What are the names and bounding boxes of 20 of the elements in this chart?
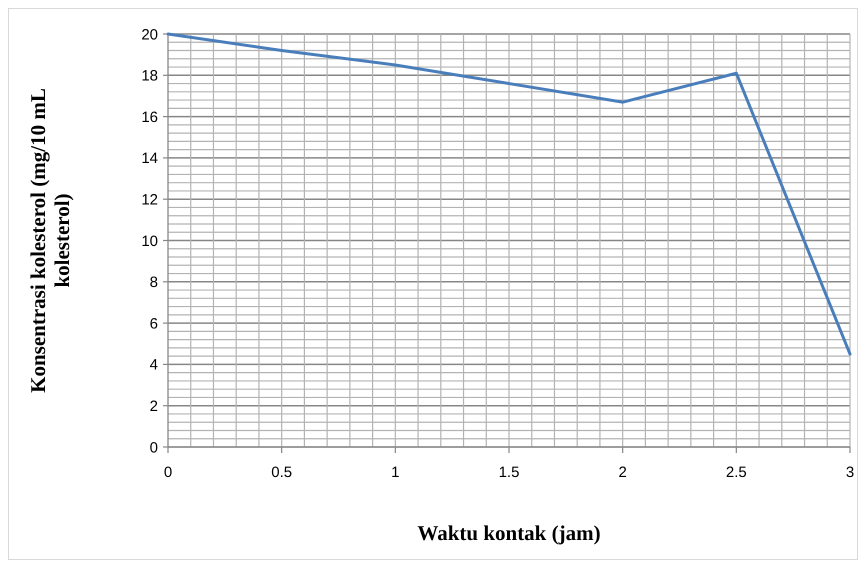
y-tick-label: 2: [150, 398, 158, 415]
y-tick-label: 6: [150, 315, 158, 332]
y-tick-label: 10: [141, 232, 158, 250]
y-tick-label: 8: [150, 274, 158, 292]
x-tick-label: 1: [391, 464, 400, 481]
x-tick-label: 1.5: [498, 464, 520, 481]
x-tick-label: 0: [164, 464, 172, 481]
y-tick-label: 14: [141, 150, 158, 168]
y-tick-label: 12: [141, 191, 158, 208]
x-tick-label: 3: [846, 464, 854, 481]
y-tick-label: 16: [141, 108, 158, 126]
x-tick-label: 0.5: [271, 464, 292, 481]
x-tick-label: 2.5: [726, 464, 747, 481]
y-axis-title: Konsentrasi kolesterol (mg/10 mL kolesterol): [26, 88, 74, 393]
x-tick-label: 2: [618, 464, 627, 481]
y-tick-label: 4: [150, 356, 158, 374]
y-tick-label: 0: [150, 439, 158, 456]
x-axis-title: Waktu kontak (jam): [417, 521, 601, 545]
y-tick-label: 18: [141, 68, 158, 85]
y-tick-label: 20: [141, 26, 158, 44]
